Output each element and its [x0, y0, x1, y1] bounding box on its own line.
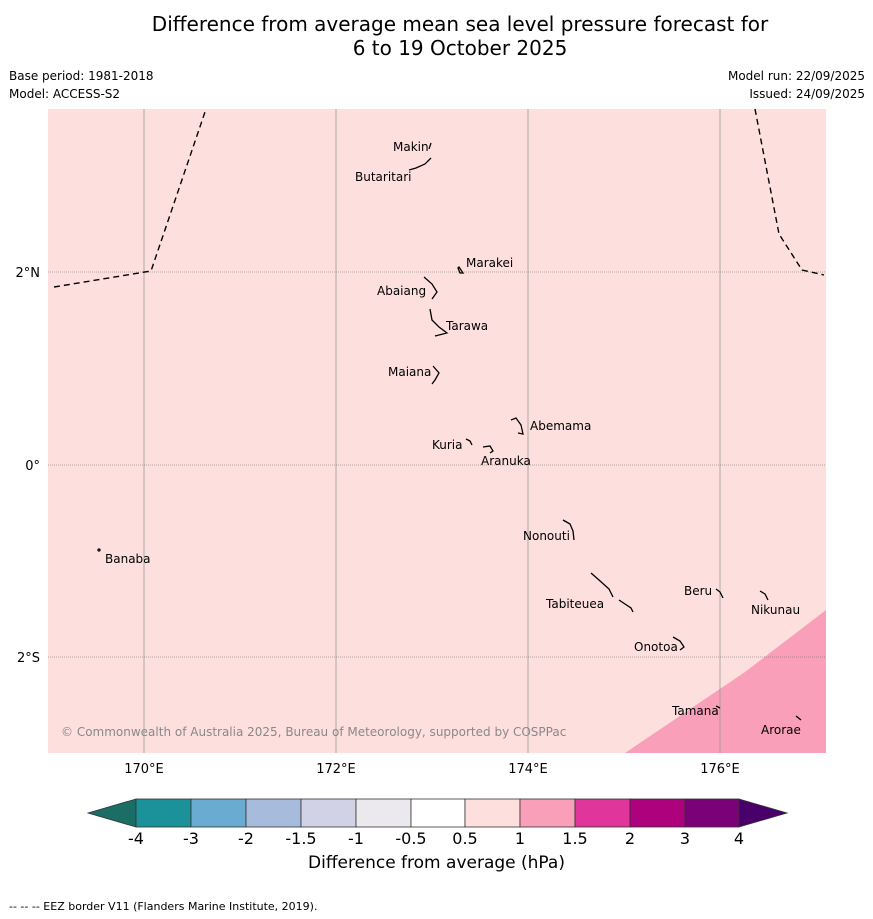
colorbar-tick-10: 2 [625, 829, 635, 848]
lat-label-2n: 2°N [16, 266, 41, 281]
island-tamana [715, 705, 721, 709]
model-name: Model: ACCESS-S2 [9, 87, 121, 101]
colorbar-segment-1 [135, 798, 192, 828]
island-maiana [431, 365, 440, 385]
island-butaritari [408, 157, 432, 171]
island-nikunau [759, 590, 769, 601]
colorbar-tick-2: -3 [183, 829, 199, 848]
colorbar-tick-6: -0.5 [395, 829, 426, 848]
place-label-tamana: Tamana [671, 704, 719, 718]
anomaly-region [625, 610, 826, 753]
colorbar-segment-2 [190, 798, 247, 828]
place-label-marakei: Marakei [466, 256, 513, 270]
colorbar-segment-4 [300, 798, 357, 828]
place-label-arorae: Arorae [761, 723, 801, 737]
eez-footer-note: -- -- -- EEZ border V11 (Flanders Marine… [9, 900, 318, 913]
map-title: Difference from average mean sea level p… [0, 12, 873, 60]
eez-border-east [754, 108, 825, 276]
place-label-nonouti: Nonouti [523, 529, 570, 543]
place-label-aranuka: Aranuka [481, 454, 531, 468]
island-tarawa [429, 308, 449, 337]
meta-right: Model run: 22/09/2025 Issued: 24/09/2025 [728, 69, 865, 105]
map-title-line2: 6 to 19 October 2025 [352, 36, 568, 60]
place-label-abaiang: Abaiang [377, 284, 426, 298]
colorbar-tick-4: -1.5 [285, 829, 316, 848]
island-tabiteuea-north [590, 572, 614, 598]
colorbar-tick-11: 3 [680, 829, 690, 848]
lat-label-0: 0° [25, 459, 40, 474]
island-makin [428, 142, 432, 150]
colorbar-segment-11 [684, 798, 740, 828]
island-aranuka [482, 445, 494, 454]
lon-label-170e: 170°E [124, 762, 164, 777]
lon-label-172e: 172°E [316, 762, 356, 777]
colorbar-segment-10 [629, 798, 686, 828]
place-label-kuria: Kuria [432, 438, 463, 452]
place-label-abemama: Abemama [530, 419, 591, 433]
issued-date: Issued: 24/09/2025 [749, 87, 865, 101]
place-label-makin: Makin [393, 140, 429, 154]
island-outlines [97, 142, 802, 721]
colorbar-arrow-left [86, 798, 137, 828]
island-arorae [795, 715, 802, 721]
colorbar-tick-12: 4 [734, 829, 744, 848]
place-label-butaritari: Butaritari [355, 170, 412, 184]
colorbar [86, 798, 789, 828]
map-title-line1: Difference from average mean sea level p… [151, 12, 769, 36]
place-label-banaba: Banaba [105, 552, 151, 566]
lon-label-176e: 176°E [700, 762, 740, 777]
island-abemama [510, 417, 524, 435]
lat-label-2s: 2°S [17, 651, 40, 666]
place-label-beru: Beru [684, 584, 712, 598]
colorbar-segment-9 [574, 798, 631, 828]
colorbar-tick-7: 0.5 [452, 829, 477, 848]
colorbar-tick-1: -4 [128, 829, 144, 848]
island-marakei [457, 265, 465, 274]
island-beru [715, 588, 724, 599]
colorbar-tick-3: -2 [238, 829, 254, 848]
island-onotoa [672, 636, 685, 651]
colorbar-segment-7 [464, 798, 521, 828]
eez-border [53, 108, 825, 288]
colorbar-segment-3 [245, 798, 302, 828]
colorbar-tick-9: 1.5 [562, 829, 587, 848]
island-banaba [97, 548, 101, 552]
place-label-tarawa: Tarawa [445, 319, 488, 333]
gridlines [143, 109, 721, 753]
eez-border-west [53, 108, 207, 288]
colorbar-segment-8 [519, 798, 576, 828]
place-label-onotoa: Onotoa [634, 640, 678, 654]
colorbar-segment-6 [410, 798, 466, 828]
island-kuria [465, 438, 473, 446]
axis-labels: 170°E 172°E 174°E 176°E 2°N 0° 2°S [16, 266, 740, 777]
place-label-nikunau: Nikunau [751, 603, 800, 617]
colorbar-tick-8: 1 [515, 829, 525, 848]
place-label-maiana: Maiana [388, 365, 431, 379]
island-nonouti [562, 519, 575, 541]
map-background [48, 109, 826, 753]
place-labels: Makin Butaritari Marakei Abaiang Tarawa … [105, 140, 801, 737]
colorbar-arrow-right [738, 798, 789, 828]
colorbar-ticks: -4 -3 -2 -1.5 -1 -0.5 0.5 1 1.5 2 3 4 [128, 829, 744, 848]
colorbar-tick-5: -1 [348, 829, 364, 848]
place-label-tabiteuea: Tabiteuea [545, 597, 604, 611]
lon-label-174e: 174°E [508, 762, 548, 777]
base-period: Base period: 1981-2018 [9, 69, 154, 83]
lat-gridlines [48, 271, 826, 658]
colorbar-title: Difference from average (hPa) [308, 853, 565, 873]
island-abaiang [423, 276, 438, 300]
meta-left: Base period: 1981-2018 Model: ACCESS-S2 [9, 69, 154, 105]
colorbar-segment-5 [355, 798, 412, 828]
map-copyright: © Commonwealth of Australia 2025, Bureau… [61, 725, 566, 739]
model-run: Model run: 22/09/2025 [727, 69, 865, 83]
island-tabiteuea-south [618, 599, 634, 613]
